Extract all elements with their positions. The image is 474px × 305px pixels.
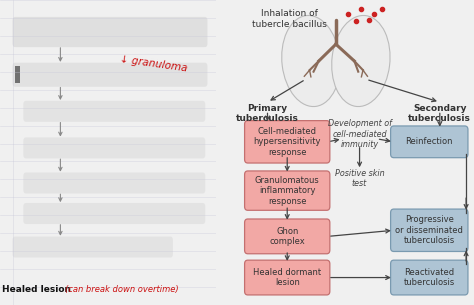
Text: Granulomatous
inflammatory
response: Granulomatous inflammatory response bbox=[255, 176, 319, 206]
Text: Primary
tuberculosis: Primary tuberculosis bbox=[236, 104, 299, 123]
Text: Cell-mediated
hypersensitivity
response: Cell-mediated hypersensitivity response bbox=[254, 127, 321, 157]
FancyBboxPatch shape bbox=[12, 63, 208, 87]
Text: ↓ granuloma: ↓ granuloma bbox=[118, 54, 188, 74]
FancyBboxPatch shape bbox=[23, 203, 205, 224]
FancyBboxPatch shape bbox=[245, 171, 330, 210]
FancyBboxPatch shape bbox=[245, 260, 330, 295]
Text: Healed lesion: Healed lesion bbox=[2, 285, 74, 294]
FancyBboxPatch shape bbox=[12, 17, 208, 47]
FancyBboxPatch shape bbox=[391, 126, 468, 158]
FancyBboxPatch shape bbox=[23, 101, 205, 122]
FancyBboxPatch shape bbox=[245, 120, 330, 163]
Ellipse shape bbox=[332, 16, 390, 106]
Bar bbox=[15, 66, 20, 83]
Text: Secondary
tuberculosis: Secondary tuberculosis bbox=[409, 104, 471, 123]
FancyBboxPatch shape bbox=[245, 219, 330, 254]
FancyBboxPatch shape bbox=[23, 137, 205, 159]
Text: Development of
cell-mediated
immunity: Development of cell-mediated immunity bbox=[328, 119, 392, 149]
Text: Healed dormant
lesion: Healed dormant lesion bbox=[253, 268, 321, 287]
Text: Inhalation of
tubercle bacillus: Inhalation of tubercle bacillus bbox=[253, 9, 327, 29]
Text: Reinfection: Reinfection bbox=[406, 137, 453, 146]
Text: Reactivated
tuberculosis: Reactivated tuberculosis bbox=[404, 268, 455, 287]
Text: Positive skin
test: Positive skin test bbox=[335, 169, 384, 188]
FancyBboxPatch shape bbox=[391, 260, 468, 295]
Ellipse shape bbox=[282, 16, 340, 106]
FancyBboxPatch shape bbox=[23, 172, 205, 194]
Text: Ghon
complex: Ghon complex bbox=[269, 227, 305, 246]
Text: (can break down overtime): (can break down overtime) bbox=[64, 285, 178, 294]
Text: Progressive
or disseminated
tuberculosis: Progressive or disseminated tuberculosis bbox=[395, 215, 463, 245]
FancyBboxPatch shape bbox=[12, 237, 173, 257]
FancyBboxPatch shape bbox=[391, 209, 468, 251]
